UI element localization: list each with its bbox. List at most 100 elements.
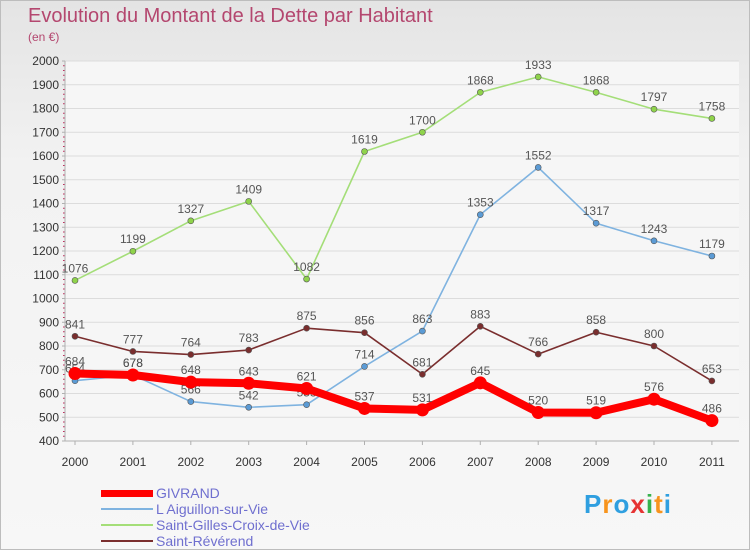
data-point [589,406,603,420]
data-label: 766 [528,335,548,349]
data-point [303,401,310,408]
data-label: 1868 [583,73,610,87]
data-label: 858 [586,313,606,327]
data-point [303,324,310,332]
data-label: 537 [354,389,374,403]
data-point [303,275,310,283]
data-point [358,401,371,415]
data-point [300,382,314,396]
data-label: 1409 [235,182,262,196]
data-label: 863 [412,312,432,326]
data-label: 883 [470,307,490,321]
x-tick-label: 2006 [409,455,436,469]
x-tick-label: 2008 [525,455,552,469]
series-line [74,76,713,282]
series-line [74,166,713,409]
data-label: 653 [702,362,722,376]
data-point [650,342,658,350]
chart-subtitle: (en €) [28,30,60,44]
data-point [184,375,198,389]
x-tick-label: 2003 [235,455,262,469]
legend-label: Saint-Révérend [156,533,254,549]
y-tick-label: 1000 [32,292,59,306]
data-label: 1619 [351,132,378,146]
data-label: 1868 [467,73,494,87]
data-label: 1758 [699,99,726,113]
y-tick-label: 1400 [32,197,59,211]
data-point [534,350,542,358]
proxiti-logo: Proxiti [584,489,672,519]
data-label: 1552 [525,148,552,162]
data-label: 875 [297,309,317,323]
data-point [708,115,716,122]
data-label: 800 [644,327,664,341]
data-point [245,403,252,411]
x-tick-label: 2001 [120,455,147,469]
data-label: 1933 [525,58,552,72]
data-label: 542 [239,388,259,402]
y-tick-label: 1100 [33,268,59,282]
data-label: 643 [239,364,259,378]
data-label: 678 [123,356,143,370]
data-label: 777 [123,332,143,346]
legend-label: L Aiguillon-sur-Vie [156,501,269,517]
series-saint-r-v-rend: 841 777 764 783 875 856 681 883 766 858 800 653 [65,307,722,385]
data-point [187,398,195,405]
data-point [126,368,140,382]
data-label: 621 [297,370,317,384]
data-label: 1353 [467,196,494,210]
y-tick-label: 500 [39,410,59,424]
y-tick-label: 1600 [32,149,59,163]
data-label: 714 [354,347,374,361]
data-point [71,277,79,284]
x-tick-label: 2007 [467,455,494,469]
data-point [415,403,429,417]
data-point [187,351,195,358]
data-label: 648 [181,363,201,377]
data-point [650,237,658,245]
data-point [534,73,542,81]
data-point [129,247,137,255]
data-point [419,128,426,136]
data-label: 1797 [641,90,668,104]
data-point [476,89,484,96]
data-label: 645 [470,364,490,378]
data-point [476,211,484,218]
series-l-aiguillon-sur-vie: 6546785665425537148631353155213171243117… [65,148,725,411]
data-label: 1700 [409,113,436,127]
legend-swatch [101,540,153,542]
x-tick-label: 2010 [641,455,668,469]
data-point [187,217,195,225]
data-point [71,332,79,340]
series-givrand: 684 678 648 643 621 537 531 645 520 519 576 486 [65,355,722,428]
data-point [245,198,252,205]
x-tick-label: 2011 [699,455,725,469]
data-label: 783 [239,331,259,345]
data-point [705,414,719,428]
x-tick-label: 2000 [62,455,89,469]
data-label: 531 [412,391,432,405]
data-label: 764 [181,336,201,350]
y-tick-label: 2000 [32,54,59,68]
x-tick-label: 2004 [293,455,320,469]
data-point [708,252,716,260]
data-label: 576 [644,380,664,394]
series-saint-gilles-croix-de-vie: 1076 1199 1327 1409 1082 1619 1700 1868 1933 1868… [62,58,726,284]
data-point [129,348,137,355]
data-label: 519 [586,394,606,408]
data-point [473,376,487,390]
data-point [708,377,716,385]
data-point [592,219,600,227]
legend-swatch [101,524,153,526]
data-point [647,392,661,406]
data-label: 486 [702,402,722,416]
data-point [361,363,368,370]
x-tick-label: 2009 [583,455,610,469]
data-point [245,346,252,354]
chart-title: Evolution du Montant de la Dette par Hab… [28,5,433,27]
x-tick-label: 2005 [351,455,378,469]
data-point [419,370,426,378]
data-point [68,367,82,381]
series-line [74,369,714,425]
